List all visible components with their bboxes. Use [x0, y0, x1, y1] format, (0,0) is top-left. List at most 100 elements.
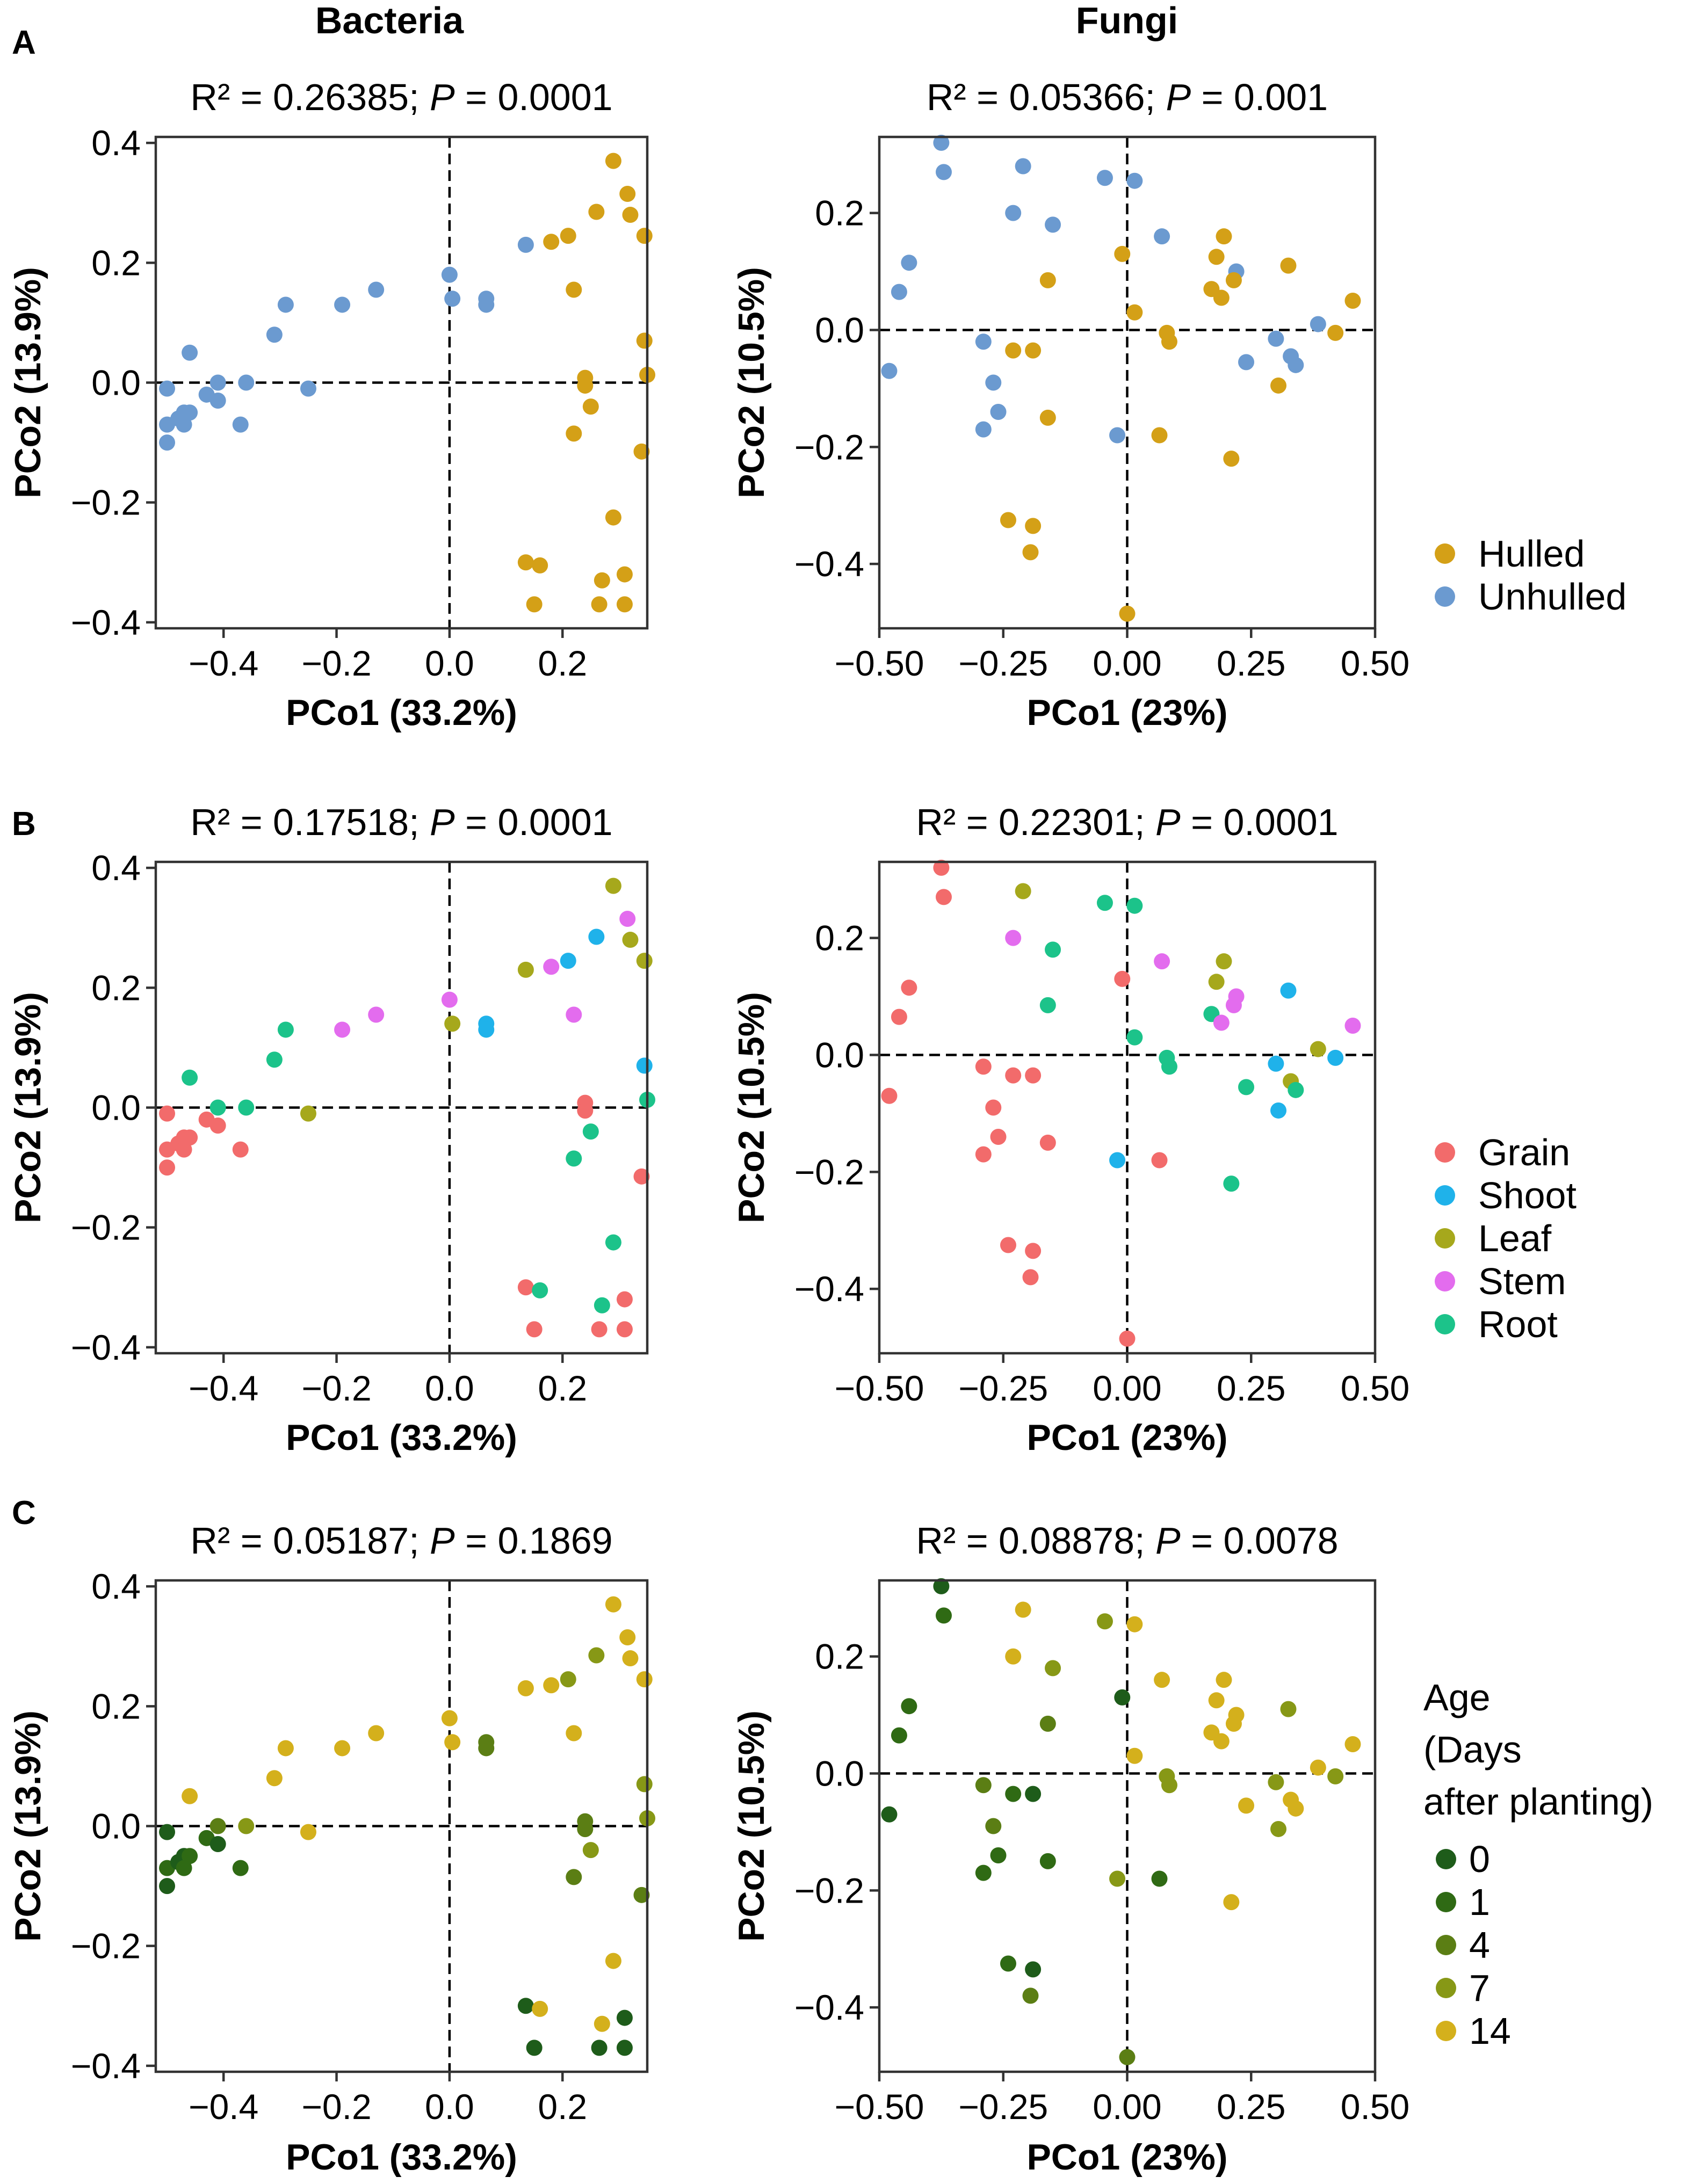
data-point — [633, 443, 650, 460]
data-point — [1025, 1243, 1042, 1259]
stat-title: R² = 0.05187; P = 0.1869 — [190, 1520, 612, 1562]
x-tick-label: −0.2 — [301, 2087, 371, 2127]
data-point — [1208, 1692, 1225, 1709]
y-tick-label: −0.4 — [794, 544, 864, 584]
y-tick-label: 0.4 — [91, 848, 141, 888]
data-point — [209, 1835, 226, 1852]
data-point — [1151, 1152, 1168, 1169]
data-point — [616, 566, 633, 583]
data-point — [1151, 1870, 1168, 1887]
legend-label: 4 — [1469, 1924, 1490, 1966]
legend-key — [1435, 1271, 1455, 1291]
data-point — [1025, 1067, 1042, 1084]
data-point — [1096, 895, 1113, 911]
y-tick-label: −0.2 — [71, 1208, 141, 1247]
x-tick-label: 0.00 — [1093, 1368, 1161, 1408]
data-point — [1327, 1049, 1344, 1066]
data-point — [238, 1818, 255, 1834]
data-point — [566, 1150, 582, 1167]
data-point — [176, 1141, 192, 1158]
data-point — [881, 1806, 898, 1823]
data-point — [1119, 605, 1136, 622]
data-point — [1270, 1820, 1287, 1837]
legend-key — [1436, 2021, 1456, 2041]
data-point — [1126, 1616, 1143, 1632]
data-point — [975, 1146, 992, 1163]
data-point — [1025, 342, 1042, 359]
data-point — [1096, 170, 1113, 186]
data-point — [1238, 354, 1255, 371]
panel-label-b: B — [12, 806, 36, 843]
data-point — [1126, 304, 1143, 321]
data-point — [582, 1123, 599, 1140]
stat-title: R² = 0.26385; P = 0.0001 — [190, 76, 612, 118]
data-point — [975, 333, 992, 350]
data-point — [517, 1998, 534, 2014]
x-tick-label: 0.50 — [1341, 643, 1409, 683]
panel-label-c: C — [12, 1494, 36, 1532]
y-tick-label: 0.4 — [91, 1566, 141, 1606]
data-point — [1126, 897, 1143, 914]
stat-title: R² = 0.08878; P = 0.0078 — [916, 1520, 1338, 1562]
data-point — [1344, 1736, 1361, 1752]
data-point — [334, 296, 351, 313]
data-point — [891, 1727, 907, 1744]
y-tick-label: 0.2 — [91, 968, 141, 1007]
data-point — [1310, 1759, 1326, 1776]
y-axis-title: PCo2 (13.9%) — [8, 992, 48, 1223]
data-point — [933, 134, 950, 151]
y-tick-label: 0.4 — [91, 123, 141, 163]
data-point — [1161, 333, 1177, 350]
legend-label: Stem — [1478, 1260, 1566, 1302]
data-point — [1126, 1747, 1143, 1764]
data-point — [891, 284, 907, 300]
data-point — [594, 2015, 610, 2032]
data-point — [560, 228, 576, 244]
data-point — [591, 1321, 608, 1338]
plot-A-bacteria: −0.4 −0.2 0.0 0.2 −0.4 −0.2 0.0 0.2 0.4 PCo1 (33.… — [8, 76, 655, 733]
data-point — [990, 1847, 1007, 1863]
y-axis-title: PCo2 (13.9%) — [8, 1710, 48, 1942]
data-point — [594, 572, 610, 589]
x-tick-label: 0.0 — [425, 643, 474, 683]
data-point — [1270, 1102, 1287, 1119]
data-point — [1022, 1987, 1039, 2004]
legend-label: 14 — [1469, 2010, 1511, 2052]
data-point — [1045, 216, 1061, 233]
data-point — [619, 911, 636, 927]
data-point — [182, 1129, 198, 1146]
data-point — [605, 1953, 621, 1969]
data-point — [176, 416, 192, 433]
data-point — [1280, 982, 1297, 999]
x-tick-label: −0.2 — [301, 643, 371, 683]
y-tick-label: −0.4 — [794, 1987, 864, 2027]
y-axis-title: PCo2 (10.5%) — [731, 992, 772, 1223]
data-point — [1109, 1152, 1126, 1169]
data-point — [591, 596, 608, 613]
data-point — [577, 378, 594, 394]
data-point — [441, 1710, 458, 1726]
data-point — [543, 1677, 560, 1694]
x-tick-label: 0.25 — [1217, 1368, 1285, 1408]
data-point — [985, 1099, 1002, 1116]
data-point — [1327, 324, 1344, 341]
x-axis-title: PCo1 (23%) — [1026, 2137, 1227, 2178]
data-point — [975, 1058, 992, 1075]
data-point — [566, 1725, 582, 1742]
legend-label: 1 — [1469, 1881, 1490, 1923]
plot-C-fungi: −0.50 −0.25 0.00 0.25 0.50 −0.4 −0.2 0.0 0.2 PCo1… — [731, 1520, 1409, 2178]
data-point — [1208, 974, 1225, 990]
x-tick-label: −0.4 — [189, 643, 258, 683]
y-tick-label: 0.0 — [91, 1806, 141, 1846]
data-point — [1039, 997, 1056, 1013]
legend-key — [1436, 1935, 1456, 1955]
x-tick-label: 0.0 — [425, 1368, 474, 1408]
data-point — [1268, 330, 1284, 347]
data-point — [591, 2040, 608, 2056]
data-point — [990, 1128, 1007, 1145]
data-point — [182, 1069, 198, 1086]
data-point — [1025, 1786, 1042, 1802]
x-tick-label: 0.50 — [1341, 1368, 1409, 1408]
